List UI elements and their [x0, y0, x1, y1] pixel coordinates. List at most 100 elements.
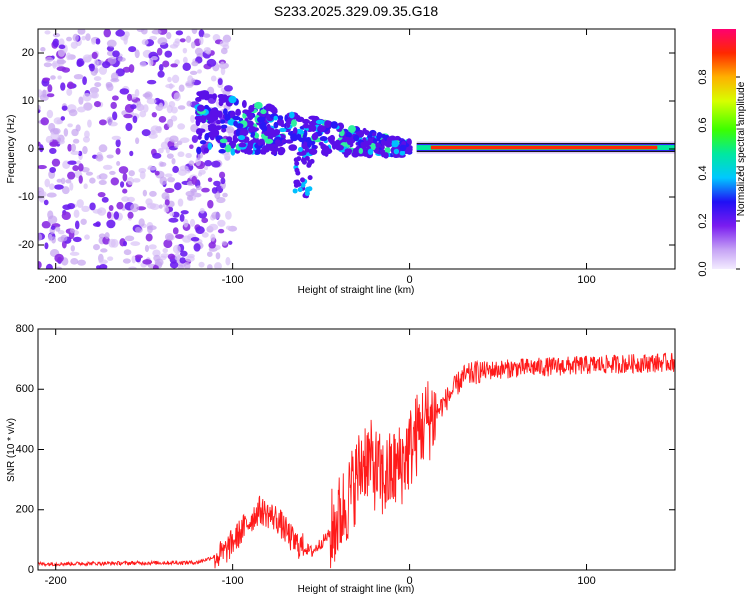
spectrogram-cell [167, 253, 176, 260]
spectrogram-cell [224, 155, 231, 161]
spectrogram-cell [190, 188, 198, 193]
spectrogram-cell [203, 47, 211, 54]
y-tick-label: 600 [16, 383, 34, 395]
snr-x-label: Height of straight line (km) [298, 584, 415, 595]
spectrogram-cell [278, 127, 287, 133]
spectrogram-cell [294, 167, 300, 173]
spectrogram-cell [353, 134, 360, 142]
spectrogram-cell [134, 49, 140, 59]
spectrogram-cell [40, 117, 49, 126]
spectrogram-cell [293, 157, 299, 163]
spectrogram-cell [116, 201, 124, 210]
spectrogram-cell [293, 179, 299, 185]
spectrogram-cell [158, 63, 164, 72]
spectrogram-cell [115, 139, 121, 148]
spectrogram-cell [142, 104, 149, 113]
spectrogram-cell [104, 232, 110, 240]
spectrogram-cell [134, 89, 140, 97]
spectrogram-cell [134, 254, 143, 259]
snr-y-label: SNR (10 * v/v) [6, 418, 17, 482]
spectrogram-cell [123, 35, 128, 45]
spectrogram-cell [254, 101, 263, 110]
spectrogram-cell [66, 52, 72, 61]
colorbar-tick-label: 0.2 [697, 213, 709, 228]
spectrogram-cell [273, 115, 278, 121]
spectrogram-cell [158, 102, 164, 111]
spectrogram-cell [198, 261, 205, 268]
spectrogram-cell [41, 220, 51, 229]
spectrogram-cell [49, 141, 59, 147]
spectrogram-cell [182, 56, 188, 64]
spectrogram-cell [147, 225, 153, 234]
spectrogram-cell [145, 233, 153, 242]
spectrogram-cell [132, 178, 141, 183]
spectrogram-cell [51, 158, 61, 167]
spectrogram-cell [138, 218, 145, 227]
spectrogram-cell [56, 66, 67, 72]
spectrogram-cell [73, 209, 80, 218]
spectrogram-cell [179, 38, 186, 43]
spectrogram-cell [128, 46, 137, 53]
y-tick-label: 10 [22, 95, 34, 107]
spectrogram-cell [101, 196, 109, 203]
spectrogram-cell [217, 219, 226, 227]
spectrogram-cell [215, 252, 221, 260]
spectrogram-cell [58, 44, 66, 50]
spectrogram-cell [87, 119, 92, 128]
spectrogram-cell [207, 124, 217, 133]
spectrogram-cell [106, 219, 116, 229]
spectrogram-cell [69, 182, 74, 191]
spectrogram-cell [91, 51, 98, 60]
spectrogram-cell [242, 112, 247, 119]
spectrogram-cell [230, 147, 236, 156]
spectrogram-cell [69, 228, 75, 234]
spectrogram-cell [201, 187, 210, 193]
spectrogram-cell [151, 55, 158, 61]
spectrogram-cell [312, 132, 319, 140]
spectrogram-cell [225, 126, 235, 134]
spectrogram-cell [70, 245, 75, 252]
spectrogram-cells [38, 29, 675, 269]
spectrogram-cell [277, 146, 286, 155]
spectrogram-cell [213, 180, 221, 187]
spectrogram-cell [84, 130, 90, 139]
y-tick-label: 200 [16, 504, 34, 516]
spectrogram-cell [119, 88, 130, 95]
spectrogram-cell [250, 131, 256, 137]
spectrogram-cell [57, 48, 66, 57]
spectrogram-cell [204, 160, 213, 167]
spectrogram-cell [163, 207, 170, 213]
spectrogram-cell [139, 170, 146, 180]
colorbar-ticks: 0.0 0.2 0.4 0.6 0.8 [697, 69, 740, 277]
spectrogram-cell [264, 138, 274, 144]
spectrogram-cell [185, 153, 192, 159]
spectrogram-cell [372, 138, 377, 144]
spectrogram-cell [101, 61, 111, 69]
spectrogram-cell [110, 101, 117, 110]
spectrogram-cell [72, 165, 79, 172]
spectrogram-cell [206, 58, 217, 67]
spectrogram-cell [195, 226, 205, 235]
spectrogram-cell [98, 259, 108, 264]
spectrogram-cell [196, 128, 206, 134]
spectrogram-cell [352, 147, 358, 155]
spectrogram-cell [63, 128, 69, 137]
spectrogram-cell [96, 265, 101, 269]
spectrogram-cell [78, 96, 84, 105]
spectrogram-cell [228, 95, 237, 104]
spectrogram-cell [303, 129, 308, 138]
spectrogram-cell [147, 166, 157, 171]
spectrogram-cell [141, 129, 151, 137]
spectrogram-cell [66, 88, 73, 96]
spectrogram-cell [179, 137, 190, 143]
spectrogram-cell [110, 177, 119, 186]
y-tick-label: 20 [22, 47, 34, 59]
spectrogram-cell [370, 145, 376, 151]
spectrogram-cell [39, 144, 44, 153]
spectrogram-cell [54, 266, 63, 269]
spectrogram-cell [218, 100, 224, 107]
spectrogram-cell [221, 94, 228, 100]
spectrogram-cell [68, 109, 78, 117]
spectrogram-cell [76, 106, 86, 113]
